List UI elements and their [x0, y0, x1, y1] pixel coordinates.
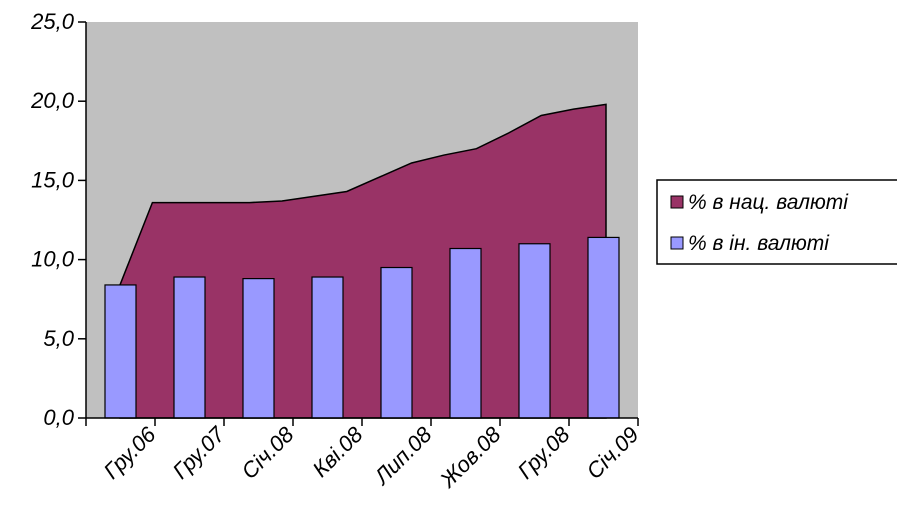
legend-box [656, 179, 897, 265]
y-tick-label: 25,0 [30, 9, 75, 34]
bar-foreign-currency [242, 278, 275, 419]
x-tick-label: Гру.07 [168, 421, 230, 483]
legend-label-national: % в нац. валюті [688, 191, 849, 214]
y-tick-label: 5,0 [43, 326, 74, 351]
x-tick-label: Гру.06 [99, 421, 161, 483]
x-tick-label: Січ.08 [236, 421, 299, 484]
axes-layer [78, 21, 639, 426]
bar-foreign-currency [104, 284, 137, 419]
y-tick-label: 20,0 [30, 88, 75, 113]
x-tick-label: Лип.08 [368, 421, 437, 490]
bar-foreign-currency [587, 236, 620, 419]
area-series-layer [119, 103, 607, 419]
bar-series-layer [104, 236, 620, 419]
bar-foreign-currency [311, 276, 344, 419]
x-tick-label: Січ.09 [581, 422, 643, 484]
bar-foreign-currency [518, 243, 551, 419]
bar-foreign-currency [449, 247, 482, 419]
legend-swatch-national [670, 195, 684, 209]
y-tick-label: 10,0 [31, 247, 75, 272]
legend-label-foreign: % в ін. валюті [688, 232, 830, 255]
x-tick-label: Кві.08 [307, 421, 368, 482]
bar-foreign-currency [380, 266, 413, 419]
legend: % в нац. валюті % в ін. валюті [656, 179, 897, 265]
legend-swatch-foreign [670, 236, 684, 250]
y-tick-labels: 0,0 5,0 10,0 15,0 20,0 25,0 [30, 9, 75, 430]
y-tick-label: 15,0 [31, 167, 75, 192]
bar-foreign-currency [173, 276, 206, 419]
x-tick-label: Жов.08 [434, 421, 506, 493]
area-national-currency [119, 103, 607, 419]
x-tick-label: Гру.08 [513, 421, 575, 483]
y-tick-label: 0,0 [43, 405, 74, 430]
